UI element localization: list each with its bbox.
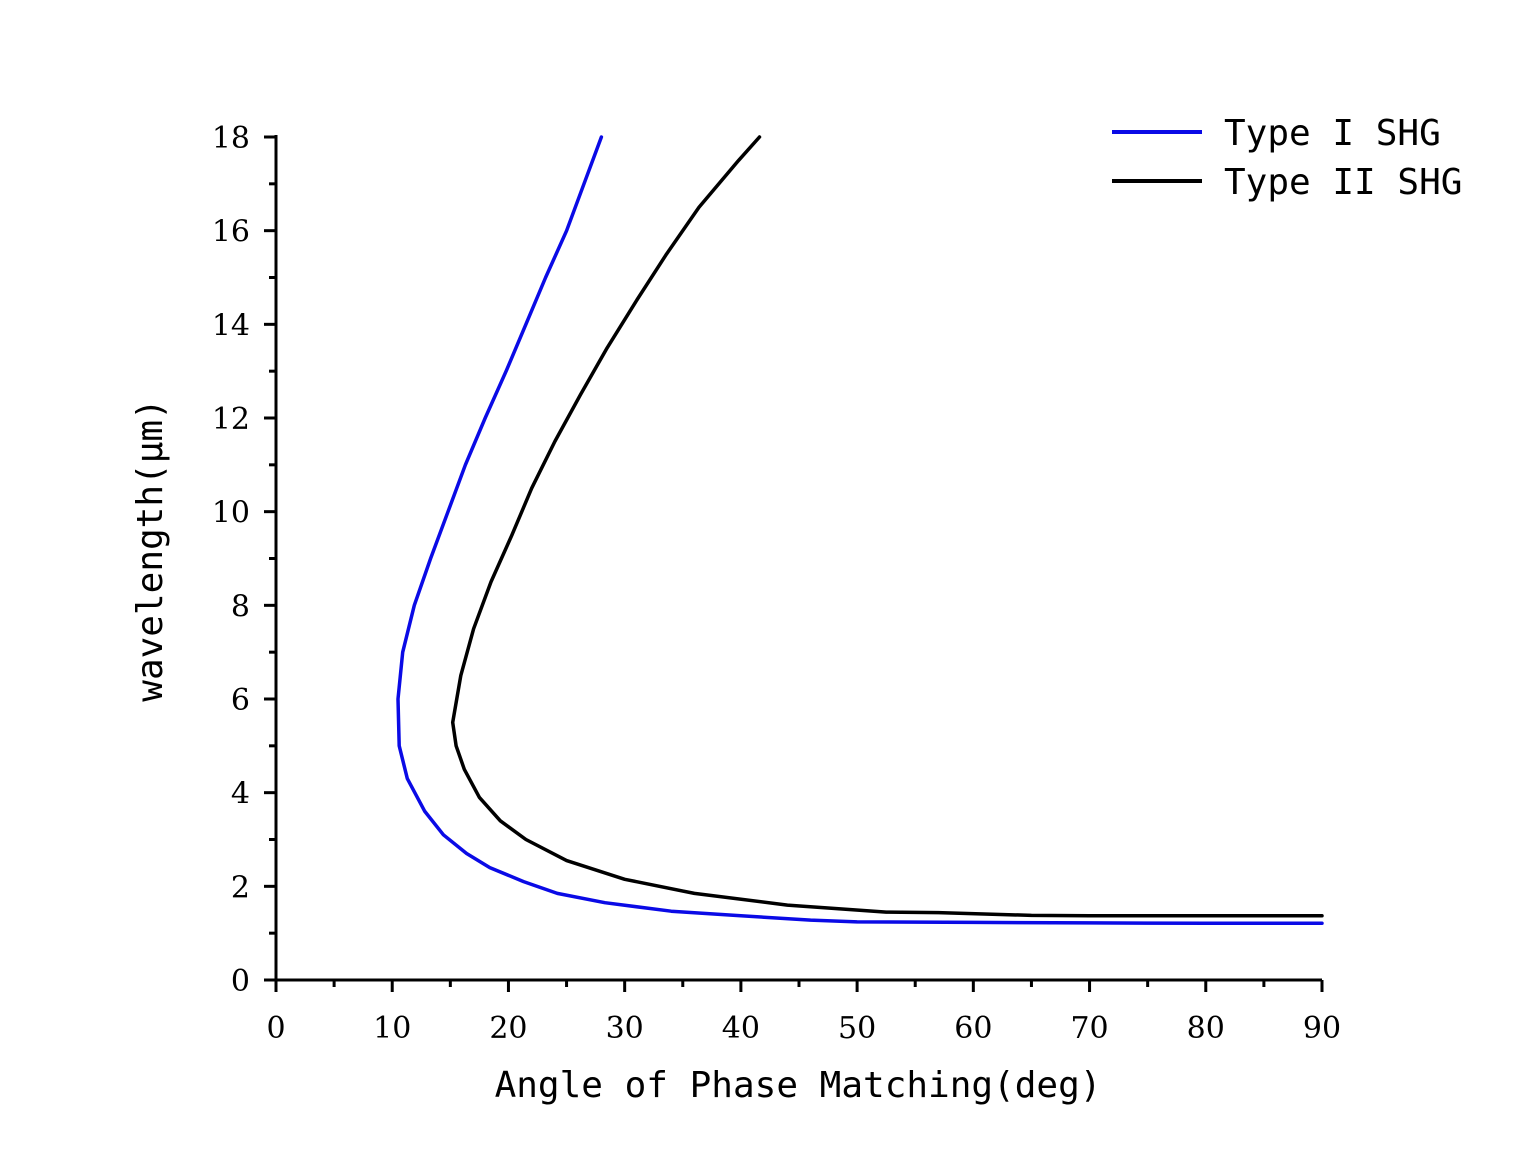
y-tick-label: 14 [212,308,250,343]
x-tick-label: 40 [722,1011,760,1046]
series-line-type-ii-shg [450,135,1324,918]
x-tick-label: 10 [373,1011,411,1046]
x-tick-label: 20 [489,1011,527,1046]
x-tick-label: 0 [266,1011,285,1046]
x-tick-label: 90 [1303,1011,1341,1046]
y-tick-label: 8 [231,589,250,624]
series-line-type-i-shg [396,135,1324,926]
x-tick-label: 60 [954,1011,992,1046]
x-tick-label: 80 [1187,1011,1225,1046]
y-tick-label: 0 [231,964,250,999]
legend: Type I SHG Type II SHG [1112,113,1462,203]
axes: 0 10 20 30 40 50 60 70 80 90 0 2 4 6 8 10 12 14 16 18 [212,121,1341,1046]
y-axis-title: wavelength(μm) [130,398,171,701]
x-tick-label: 50 [838,1011,876,1046]
x-tick-label: 70 [1070,1011,1108,1046]
y-tick-label: 2 [231,870,250,905]
y-tick-label: 10 [212,496,250,531]
x-tick-label: 30 [606,1011,644,1046]
legend-label: Type II SHG [1224,162,1462,203]
y-tick-label: 18 [212,121,250,156]
legend-label: Type I SHG [1224,113,1441,154]
y-tick-label: 12 [212,402,250,437]
y-tick-label: 6 [231,683,250,718]
x-axis-title: Angle of Phase Matching(deg) [495,1065,1102,1106]
y-tick-label: 16 [212,215,250,250]
series-layer [396,135,1324,926]
y-tick-label: 4 [231,777,250,812]
